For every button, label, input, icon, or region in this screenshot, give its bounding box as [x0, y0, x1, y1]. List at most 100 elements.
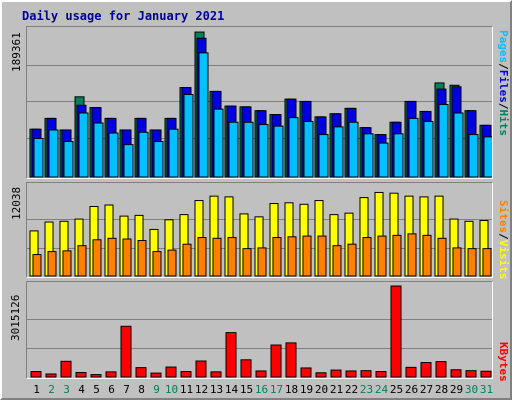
- kbytes-bar: [435, 361, 447, 378]
- x-tick-label: 24: [374, 383, 389, 396]
- kbytes-bar: [300, 367, 312, 378]
- pages-bar: [288, 117, 299, 178]
- kbytes-bar: [345, 370, 357, 378]
- x-tick-label: 28: [434, 383, 449, 396]
- x-tick-label: 25: [389, 383, 404, 396]
- legend-separator: /: [497, 63, 510, 70]
- x-tick-label: 20: [314, 383, 329, 396]
- kbytes-bar: [135, 367, 147, 378]
- pages-bar: [153, 141, 164, 178]
- x-tick-label: 18: [284, 383, 299, 396]
- kbytes-bar: [255, 370, 267, 378]
- x-tick-label: 3: [63, 383, 70, 396]
- sites-bar: [227, 237, 237, 277]
- kbytes-ymax-label: 3015126: [9, 294, 22, 341]
- pages-bar: [258, 124, 269, 178]
- x-tick-label: 1: [33, 383, 40, 396]
- kbytes-bar: [240, 359, 252, 378]
- sites-bar: [137, 240, 147, 277]
- sites-bar: [467, 248, 477, 277]
- legend-separator: /: [497, 233, 510, 240]
- sites-bar: [92, 239, 102, 277]
- pages-bar: [438, 104, 449, 178]
- pages-bar: [78, 112, 89, 178]
- kbytes-bar: [60, 360, 72, 378]
- kbytes-bar: [360, 370, 372, 378]
- x-tick-label: 10: [164, 383, 179, 396]
- kbytes-bar: [120, 325, 132, 378]
- x-tick-label: 19: [299, 383, 314, 396]
- x-tick-label: 6: [108, 383, 115, 396]
- x-tick-label: 21: [329, 383, 344, 396]
- sites-bar: [167, 249, 177, 277]
- visits-legend: Sites/Visits: [497, 200, 510, 280]
- x-tick-label: 7: [123, 383, 130, 396]
- x-tick-label: 4: [78, 383, 85, 396]
- pages-bar: [93, 122, 104, 178]
- pages-bar: [198, 52, 209, 178]
- sites-bar: [272, 237, 282, 277]
- kbytes-bar: [30, 371, 42, 378]
- legend-kbytes: KBytes: [497, 342, 510, 382]
- sites-bar: [347, 243, 357, 277]
- pages-bar: [303, 120, 314, 178]
- kbytes-bar: [195, 360, 207, 378]
- pages-bar: [48, 129, 59, 178]
- sites-bar: [317, 235, 327, 277]
- hits-legend: Pages/Files/Hits: [497, 30, 510, 136]
- x-axis-labels: 1 2 3 4 5 6 7 8 9 10 11 12 13 14 15 16 17 18 19 20 21 22 23 24 2…: [26, 383, 493, 397]
- x-tick-label: 2: [48, 383, 55, 396]
- sites-bar: [362, 237, 372, 277]
- kbytes-bar: [465, 370, 477, 378]
- pages-bar: [183, 94, 194, 178]
- x-tick-label: 22: [344, 383, 359, 396]
- kbytes-bar: [405, 366, 417, 378]
- x-tick-label: 14: [224, 383, 239, 396]
- legend-sites: Sites: [497, 200, 510, 234]
- pages-bar: [363, 133, 374, 178]
- sites-bar: [212, 237, 222, 277]
- kbytes-bar: [375, 371, 387, 378]
- kbytes-bar: [105, 371, 117, 378]
- x-tick-label: 16: [254, 383, 269, 396]
- chart-title: Daily usage for January 2021: [22, 9, 225, 23]
- sites-bar: [107, 237, 117, 277]
- pages-bar: [138, 131, 149, 178]
- pages-bar: [318, 134, 329, 178]
- legend-pages: Pages: [497, 30, 510, 64]
- x-tick-label: 13: [209, 383, 224, 396]
- sites-bar: [407, 233, 417, 277]
- sites-bar: [152, 251, 162, 277]
- sites-bar: [287, 236, 297, 277]
- sites-bar: [422, 234, 432, 277]
- pages-bar: [33, 137, 44, 178]
- kbytes-bar: [450, 369, 462, 378]
- pages-bar: [168, 128, 179, 178]
- pages-bar: [408, 117, 419, 178]
- kbytes-bar: [315, 372, 327, 378]
- x-tick-label: 12: [194, 383, 209, 396]
- x-tick-label: 23: [359, 383, 374, 396]
- sites-bar: [437, 237, 447, 277]
- pages-bar: [423, 120, 434, 178]
- pages-bar: [453, 112, 464, 178]
- sites-bar: [47, 251, 57, 277]
- sites-bar: [62, 250, 72, 277]
- legend-hits: Hits: [497, 109, 510, 137]
- x-tick-label: 11: [179, 383, 194, 396]
- hits-files-pages-chart: [27, 31, 492, 178]
- pages-bar: [213, 108, 224, 178]
- kbytes-bar: [285, 342, 297, 378]
- pages-bar: [228, 121, 239, 178]
- sites-bar: [182, 243, 192, 277]
- kbytes-bar: [210, 371, 222, 378]
- x-tick-label: 30: [464, 383, 479, 396]
- x-tick-label: 15: [239, 383, 254, 396]
- kbytes-bar: [225, 332, 237, 378]
- sites-bar: [32, 254, 42, 277]
- kbytes-bar: [45, 373, 57, 378]
- x-tick-label: 31: [479, 383, 494, 396]
- pages-bar: [468, 134, 479, 178]
- pages-bar: [333, 126, 344, 178]
